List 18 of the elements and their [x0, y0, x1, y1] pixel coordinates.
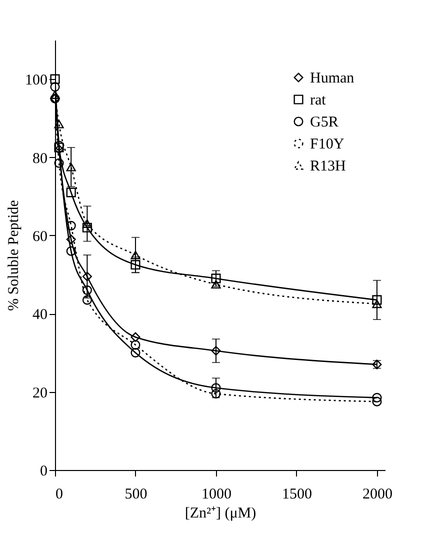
legend-label: rat	[310, 92, 327, 108]
legend-label: F10Y	[310, 136, 344, 152]
y-tick-label: 100	[25, 72, 48, 89]
legend-label: R13H	[310, 158, 346, 174]
y-axis-title: % Soluble Peptide	[6, 200, 22, 311]
legend-label: Human	[310, 70, 355, 86]
x-tick-label: 500	[124, 486, 148, 502]
y-tick-label: 80	[32, 150, 48, 167]
y-tick-label: 40	[32, 307, 48, 324]
x-axis-title: [Zn²⁺] (μM)	[184, 506, 256, 522]
x-tick-label: 0	[56, 486, 63, 502]
x-tick-label: 2000	[362, 486, 392, 502]
x-tick-label: 1000	[201, 486, 232, 502]
y-tick-label: 0	[40, 464, 48, 480]
legend-label: G5R	[310, 114, 338, 130]
x-tick-label: 1500	[282, 486, 312, 502]
y-tick-label: 20	[32, 385, 48, 402]
y-tick-label: 60	[32, 228, 48, 245]
